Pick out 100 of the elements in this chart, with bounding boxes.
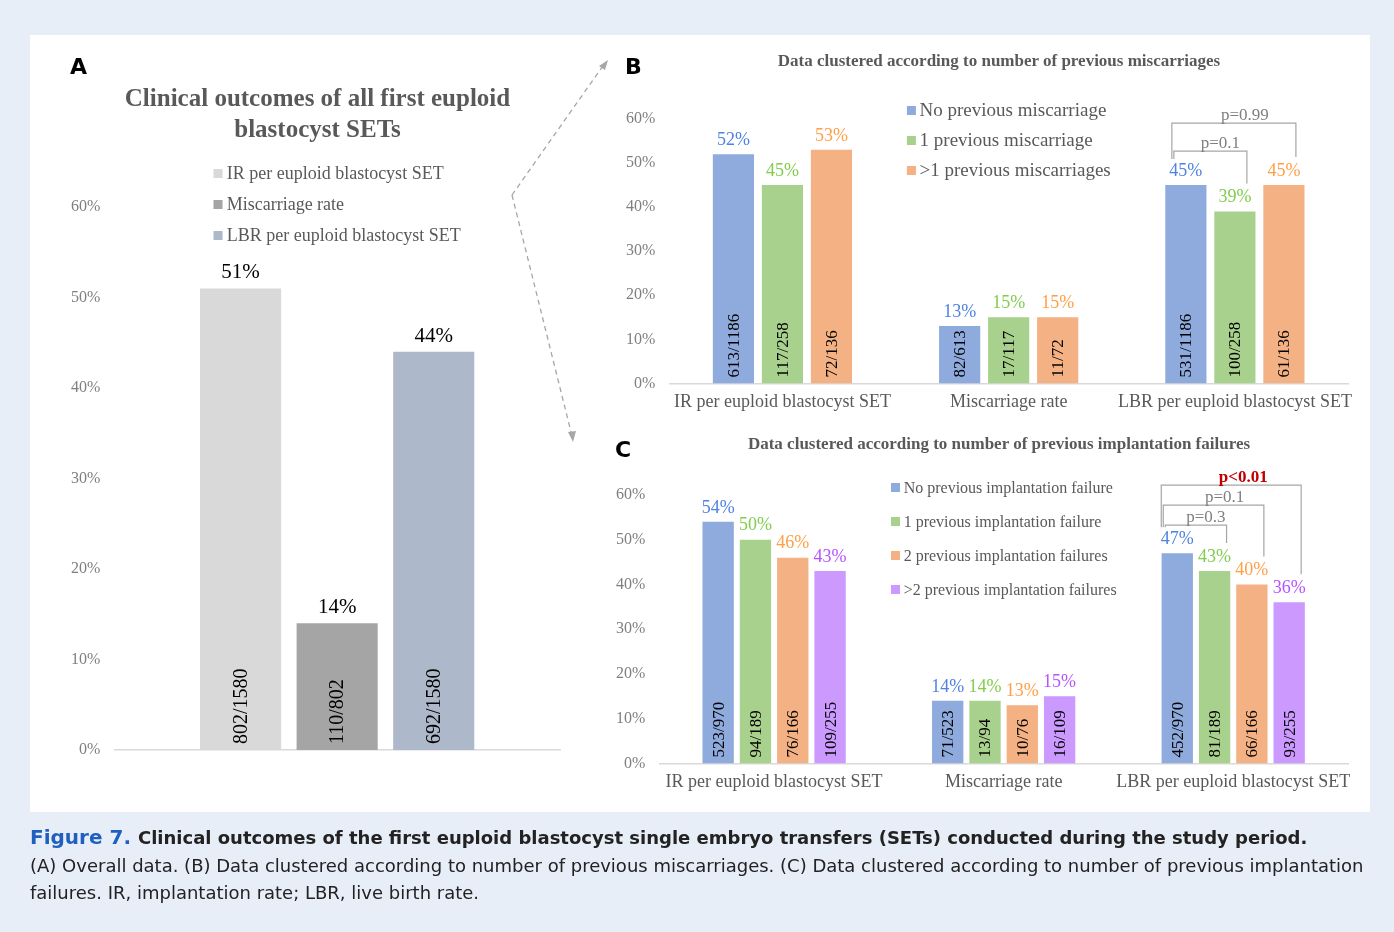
- data-label: 14%: [931, 675, 965, 696]
- text: p<0.01: [1218, 467, 1268, 487]
- x-tick-label: IR per euploid blastocyst SET: [665, 770, 883, 791]
- legend-label: Miscarriage rate: [226, 194, 345, 216]
- annotation: p=0.1: [1204, 487, 1245, 507]
- y-tick-label: 60%: [71, 197, 101, 215]
- annotation: 66/166: [1242, 710, 1262, 758]
- annotation: 110/802: [325, 679, 348, 744]
- bar: [1214, 211, 1256, 384]
- legend-label: >2 previous implantation failures: [903, 580, 1117, 599]
- bar: [296, 623, 378, 750]
- y-tick-label: 10%: [71, 649, 101, 667]
- bar: [761, 185, 804, 384]
- annotation: 692/1580: [421, 668, 444, 744]
- legend-label: 1 previous implantation failure: [903, 512, 1102, 531]
- legend-label: >1 previous miscarriages: [919, 159, 1111, 182]
- legend-label: No previous miscarriage: [919, 99, 1107, 122]
- annotation: 109/255: [820, 701, 840, 758]
- bar: [1263, 185, 1305, 384]
- x-tick-label: LBR per euploid blastocyst SET: [1117, 390, 1352, 411]
- data-label: 43%: [813, 545, 847, 566]
- annotation: 17/117: [999, 330, 1019, 378]
- text: B: [625, 54, 642, 79]
- y-tick-label: 10%: [626, 329, 656, 347]
- x-tick-label: Miscarriage rate: [944, 770, 1063, 791]
- data-label: 51%: [221, 259, 260, 284]
- data-label: 40%: [1235, 559, 1269, 580]
- annotation: p=0.99: [1220, 105, 1269, 125]
- data-label: 53%: [814, 124, 848, 145]
- annotation: 71/523: [938, 710, 958, 758]
- bar: [739, 539, 772, 764]
- bar: [814, 571, 846, 764]
- annotation: 16/109: [1050, 710, 1070, 758]
- y-tick-label: 30%: [616, 619, 646, 637]
- x-tick-label: LBR per euploid blastocyst SET: [1116, 770, 1351, 791]
- data-label: 45%: [1267, 159, 1301, 180]
- legend-label: 1 previous miscarriage: [919, 129, 1093, 152]
- annotation: 10/76: [1012, 718, 1032, 758]
- annotation: 802/1580: [228, 668, 251, 744]
- bar: [1236, 584, 1268, 764]
- bar: [1198, 571, 1231, 764]
- bar: [393, 351, 475, 750]
- data-label: 14%: [968, 675, 1002, 696]
- y-tick-label: 50%: [71, 287, 101, 305]
- annotation: 72/136: [821, 330, 841, 378]
- annotation: p=0.3: [1186, 507, 1226, 527]
- y-tick-label: 20%: [71, 559, 101, 577]
- annotation: 613/1186: [723, 313, 743, 378]
- chart-title: Data clustered according to number of previous miscarriages: [777, 51, 1221, 70]
- text: (A) Overall data. (B) Data clustered according to number of previous miscarriages. (C) Data clustered according to number of previous implantation failures. IR, implantation rate; LBR, live birth rate.: [30, 854, 1365, 905]
- bar: [810, 149, 853, 384]
- legend-label: LBR per euploid blastocyst SET: [226, 225, 461, 247]
- annotation: 452/970: [1167, 701, 1187, 758]
- annotation: 61/136: [1274, 330, 1294, 378]
- bar: [777, 557, 809, 764]
- y-tick-label: 0%: [624, 753, 646, 771]
- annotation: 100/258: [1225, 321, 1245, 378]
- annotation: 117/258: [772, 322, 792, 378]
- data-label: 44%: [414, 322, 453, 347]
- annotation: 76/166: [783, 710, 803, 758]
- data-label: 14%: [317, 594, 357, 619]
- annotation: 523/970: [708, 701, 728, 758]
- y-tick-label: 10%: [616, 708, 646, 726]
- data-label: 46%: [776, 532, 810, 553]
- annotation: 82/613: [950, 330, 970, 378]
- y-tick-label: 60%: [626, 109, 656, 127]
- y-tick-label: 0%: [79, 740, 101, 758]
- bar: [1165, 185, 1207, 384]
- data-label: 52%: [716, 128, 750, 149]
- data-label: 13%: [943, 300, 977, 321]
- y-tick-label: 40%: [71, 378, 101, 396]
- text: C: [615, 437, 632, 462]
- bar: [969, 700, 1001, 764]
- annotation: 13/94: [975, 718, 995, 758]
- data-label: 45%: [1169, 159, 1203, 180]
- legend-label: IR per euploid blastocyst SET: [226, 163, 444, 185]
- bar: [712, 154, 755, 384]
- data-label: 36%: [1272, 577, 1306, 598]
- y-tick-label: 0%: [634, 373, 656, 391]
- data-label: 43%: [1198, 545, 1232, 566]
- annotation: p=0.1: [1200, 133, 1241, 153]
- y-tick-label: 40%: [616, 574, 646, 592]
- x-tick-label: IR per euploid blastocyst SET: [673, 390, 891, 411]
- data-label: 54%: [701, 496, 735, 517]
- data-label: 50%: [738, 514, 772, 535]
- bar: [1273, 602, 1305, 764]
- annotation: 11/72: [1048, 339, 1068, 378]
- y-tick-label: 50%: [626, 153, 656, 171]
- y-tick-label: 30%: [626, 241, 656, 259]
- data-label: 15%: [1043, 671, 1077, 692]
- y-tick-label: 20%: [616, 664, 646, 682]
- annotation: 81/189: [1205, 710, 1225, 758]
- data-label: 39%: [1218, 186, 1252, 207]
- bar: [702, 521, 734, 764]
- annotation: 531/1186: [1176, 313, 1196, 378]
- data-label: 13%: [1005, 679, 1039, 700]
- chart-title: Data clustered according to number of previous implantation failures: [747, 434, 1251, 453]
- annotation: 94/189: [745, 710, 765, 758]
- y-tick-label: 60%: [616, 485, 646, 503]
- y-tick-label: 50%: [616, 529, 646, 547]
